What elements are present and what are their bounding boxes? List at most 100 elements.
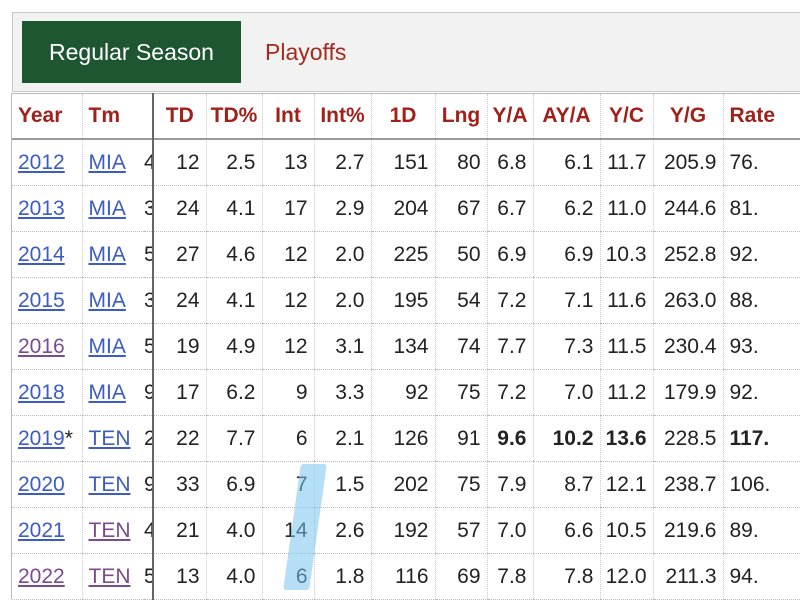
team-link[interactable]: TEN	[88, 472, 131, 496]
stat-cell-int: 6	[261, 415, 314, 462]
table-header-row: Year Tm TD TD% Int Int% 1D Lng Y/A AY/A …	[12, 93, 800, 139]
stat-cell-aya: 6.2	[532, 185, 600, 232]
stat-cell-rate: 92.	[722, 231, 800, 278]
stat-cell-rate: 94.	[722, 553, 800, 600]
stat-cell-td: 12	[152, 139, 206, 186]
col-header-lng[interactable]: Lng	[434, 93, 487, 139]
stat-cell-yc: 11.5	[599, 323, 653, 370]
stat-cell-yc: 11.0	[599, 185, 653, 232]
col-header-clipped	[144, 93, 154, 139]
year-link[interactable]: 2018	[18, 380, 65, 404]
team-link[interactable]: MIA	[88, 196, 126, 220]
stat-cell-aya: 7.0	[532, 369, 600, 416]
stat-cell-int: 12	[261, 277, 314, 324]
year-link[interactable]: 2014	[18, 242, 65, 266]
stat-cell-int-pct: 1.8	[313, 553, 371, 600]
stat-cell-yg: 238.7	[652, 461, 723, 508]
team-cell: MIA	[81, 323, 144, 370]
stat-cell-rate: 81.	[722, 185, 800, 232]
stat-cell-rate: 76.	[722, 139, 800, 186]
stat-cell-ya: 6.8	[486, 139, 533, 186]
stat-cell-first-downs: 195	[370, 277, 435, 324]
passing-stats-table: Year Tm TD TD% Int Int% 1D Lng Y/A AY/A …	[12, 93, 800, 600]
col-header-ya[interactable]: Y/A	[486, 93, 533, 139]
team-cell: MIA	[81, 139, 144, 186]
year-cell: 2012	[12, 139, 82, 186]
team-link[interactable]: TEN	[88, 518, 131, 542]
clipped-column-cell: 5	[144, 323, 154, 370]
col-header-rate[interactable]: Rate	[722, 93, 800, 139]
stat-cell-int: 12	[261, 323, 314, 370]
clipped-column-cell: 3	[144, 277, 154, 324]
stat-cell-yc: 11.2	[599, 369, 653, 416]
col-header-yc[interactable]: Y/C	[599, 93, 653, 139]
clipped-column-cell: 2	[144, 415, 154, 462]
year-link[interactable]: 2012	[18, 150, 65, 174]
stat-cell-int: 12	[261, 231, 314, 278]
clipped-column-cell: 3	[144, 185, 154, 232]
pro-bowl-marker: *	[64, 426, 73, 450]
stat-cell-aya: 8.7	[532, 461, 600, 508]
stat-cell-first-downs: 202	[370, 461, 435, 508]
team-link[interactable]: MIA	[88, 288, 126, 312]
stat-cell-aya: 10.2	[532, 415, 600, 462]
clipped-column-cell: 5	[144, 553, 154, 600]
year-link[interactable]: 2022	[18, 564, 65, 588]
team-link[interactable]: TEN	[88, 564, 131, 588]
team-cell: MIA	[81, 277, 144, 324]
col-header-year[interactable]: Year	[18, 104, 63, 127]
stat-cell-yc: 12.0	[599, 553, 653, 600]
stat-cell-td: 24	[152, 185, 206, 232]
col-header-td[interactable]: TD	[152, 93, 206, 139]
tab-regular-season[interactable]: Regular Season	[22, 21, 241, 83]
stat-cell-yc: 11.7	[599, 139, 653, 186]
table-row: 2014MIA5274.6122.0225506.96.910.3252.892…	[12, 231, 800, 278]
stat-cell-int-pct: 3.1	[313, 323, 371, 370]
col-header-team[interactable]: Tm	[81, 93, 144, 139]
stat-cell-aya: 6.1	[532, 139, 600, 186]
team-link[interactable]: TEN	[88, 426, 131, 450]
stat-cell-int-pct: 2.6	[313, 507, 371, 554]
year-link[interactable]: 2016	[18, 334, 65, 358]
col-header-int-pct[interactable]: Int%	[313, 93, 371, 139]
stat-cell-ya: 7.8	[486, 553, 533, 600]
stat-cell-int-pct: 2.9	[313, 185, 371, 232]
team-link[interactable]: MIA	[88, 150, 126, 174]
stat-cell-aya: 7.8	[532, 553, 600, 600]
col-header-td-pct[interactable]: TD%	[205, 93, 262, 139]
col-header-aya[interactable]: AY/A	[532, 93, 600, 139]
stat-cell-yg: 252.8	[652, 231, 723, 278]
col-header-first-downs[interactable]: 1D	[370, 93, 435, 139]
stat-cell-first-downs: 225	[370, 231, 435, 278]
stat-cell-td-pct: 6.9	[205, 461, 262, 508]
team-link[interactable]: MIA	[88, 380, 126, 404]
tab-playoffs[interactable]: Playoffs	[265, 38, 347, 65]
stat-cell-first-downs: 116	[370, 553, 435, 600]
team-link[interactable]: MIA	[88, 242, 126, 266]
stat-cell-yg: 228.5	[652, 415, 723, 462]
stat-cell-td: 22	[152, 415, 206, 462]
col-header-yg[interactable]: Y/G	[652, 93, 723, 139]
stat-cell-td-pct: 4.0	[205, 553, 262, 600]
stat-cell-first-downs: 151	[370, 139, 435, 186]
year-cell: 2016	[12, 323, 82, 370]
year-link[interactable]: 2021	[18, 518, 65, 542]
year-link[interactable]: 2020	[18, 472, 65, 496]
team-cell: MIA	[81, 185, 144, 232]
stat-cell-ya: 7.7	[486, 323, 533, 370]
stat-cell-first-downs: 134	[370, 323, 435, 370]
stat-cell-aya: 6.6	[532, 507, 600, 554]
stat-cell-td: 27	[152, 231, 206, 278]
team-link[interactable]: MIA	[88, 334, 126, 358]
stat-cell-td: 19	[152, 323, 206, 370]
team-cell: TEN	[81, 507, 144, 554]
year-link[interactable]: 2015	[18, 288, 65, 312]
year-link[interactable]: 2013	[18, 196, 65, 220]
stat-cell-int: 9	[261, 369, 314, 416]
stat-cell-td: 33	[152, 461, 206, 508]
year-cell: 2015	[12, 277, 82, 324]
clipped-column-cell: 4	[144, 507, 154, 554]
col-header-int[interactable]: Int	[261, 93, 314, 139]
year-link[interactable]: 2019	[18, 426, 65, 450]
year-cell: 2014	[12, 231, 82, 278]
